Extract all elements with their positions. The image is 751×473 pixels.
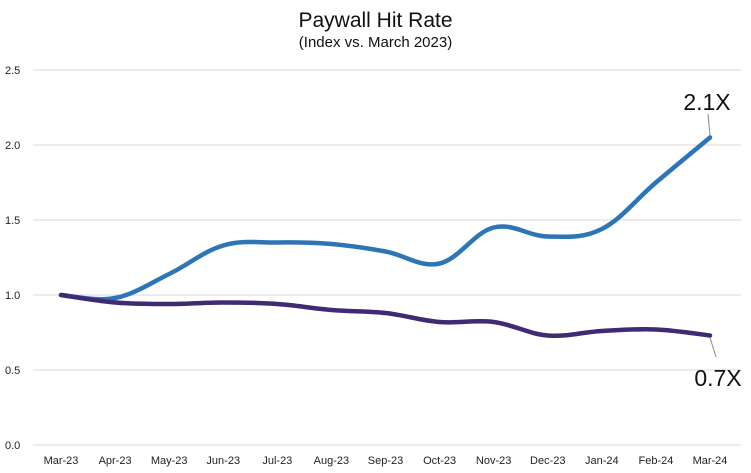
data-point — [221, 244, 225, 248]
x-tick-label: Jan-24 — [585, 455, 619, 467]
data-point — [600, 227, 604, 231]
data-point — [113, 301, 117, 305]
data-point — [708, 136, 712, 140]
y-tick-label: 2.5 — [5, 65, 20, 77]
data-point — [113, 296, 117, 300]
x-tick-label: Jul-23 — [262, 455, 292, 467]
data-point — [167, 302, 171, 306]
data-point — [275, 241, 279, 245]
data-point — [384, 311, 388, 315]
y-tick-label: 0.5 — [5, 365, 20, 377]
end-label-leader — [709, 337, 717, 358]
y-tick-label: 1.5 — [5, 215, 20, 227]
data-point — [221, 301, 225, 305]
x-tick-label: Mar-23 — [44, 455, 79, 467]
end-label-leader — [707, 113, 711, 136]
data-point — [492, 320, 496, 324]
end-label: 0.7X — [694, 365, 741, 391]
y-tick-label: 2.0 — [5, 140, 20, 152]
x-tick-label: Mar-24 — [693, 455, 728, 467]
data-point — [59, 293, 63, 297]
end-label: 2.1X — [683, 89, 730, 115]
data-point — [654, 181, 658, 185]
x-tick-label: Dec-23 — [530, 455, 565, 467]
data-point — [167, 272, 171, 276]
data-point — [438, 320, 442, 324]
data-point — [492, 226, 496, 230]
chart-title: Paywall Hit Rate — [298, 9, 453, 32]
x-tick-label: Nov-23 — [476, 455, 511, 467]
x-tick-label: Jun-23 — [206, 455, 240, 467]
x-tick-label: Feb-24 — [638, 455, 673, 467]
series-line — [58, 135, 713, 302]
x-tick-label: Aug-23 — [314, 455, 349, 467]
data-point — [546, 334, 550, 338]
data-point — [708, 334, 712, 338]
x-tick-label: Apr-23 — [99, 455, 132, 467]
data-point — [329, 308, 333, 312]
data-point — [600, 329, 604, 333]
y-tick-label: 0.0 — [5, 440, 20, 452]
series-line — [58, 292, 713, 339]
chart-subtitle: (Index vs. March 2023) — [298, 34, 453, 51]
data-point — [275, 302, 279, 306]
x-tick-label: Oct-23 — [423, 455, 456, 467]
x-tick-label: May-23 — [151, 455, 188, 467]
data-point — [546, 235, 550, 239]
data-point — [654, 328, 658, 332]
y-tick-label: 1.0 — [5, 290, 20, 302]
data-point — [384, 250, 388, 254]
x-tick-label: Sep-23 — [368, 455, 403, 467]
data-point — [438, 262, 442, 266]
data-point — [329, 242, 333, 246]
